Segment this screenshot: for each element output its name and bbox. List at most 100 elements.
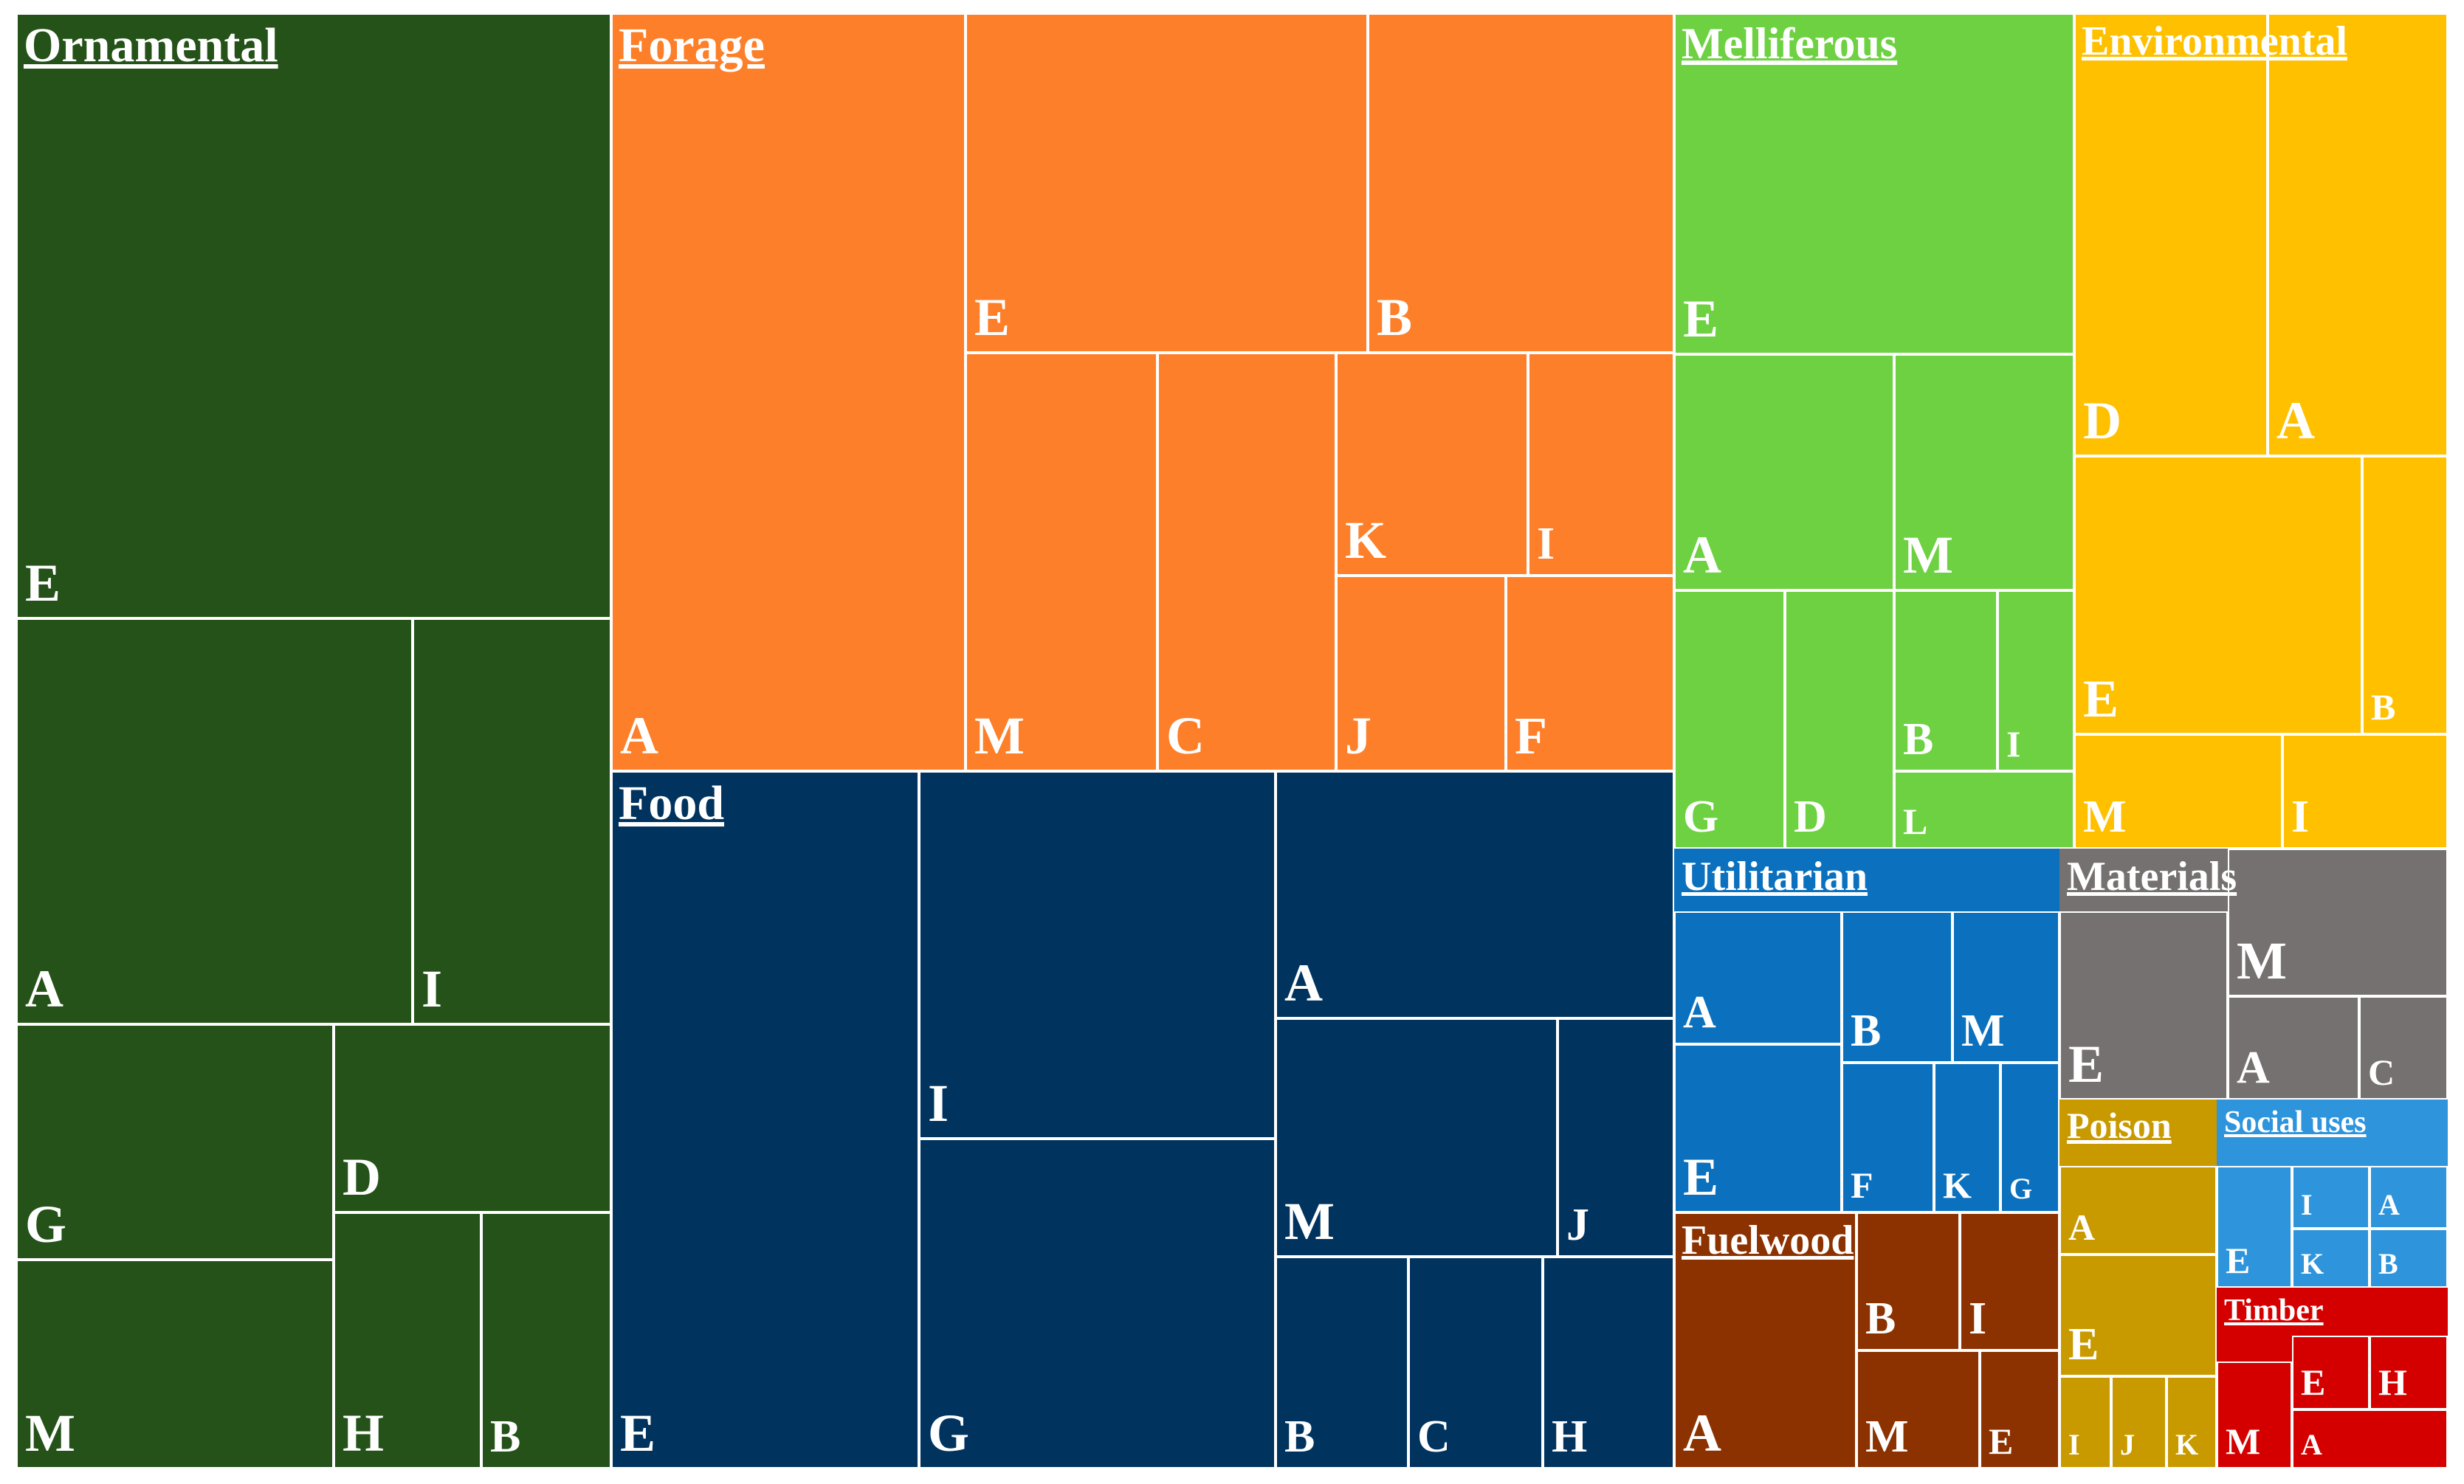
cell-materials-a: A xyxy=(2228,996,2359,1100)
cell-label: M xyxy=(1903,525,1953,584)
cell-fuelwood-a: A xyxy=(1674,1212,1856,1469)
cell-label: E xyxy=(620,1404,656,1463)
cell-melliferous-b: B xyxy=(1894,590,1997,771)
cell-label: M xyxy=(2237,931,2287,990)
cell-forage-e: E xyxy=(966,13,1368,353)
cell-food-h: H xyxy=(1543,1257,1674,1469)
cell-label: E xyxy=(2301,1362,2326,1403)
cell-label: E xyxy=(2083,669,2119,728)
cell-food-g: G xyxy=(919,1139,1276,1469)
cell-label: E xyxy=(1683,289,1719,348)
group-title-environmental: Environmental xyxy=(2082,18,2347,64)
group-forage: A E B M C K I J F Forage xyxy=(611,13,1674,771)
cell-label: E xyxy=(2068,1319,2099,1370)
group-food: E I G A M J B C H Food xyxy=(611,771,1674,1469)
cell-forage-m: M xyxy=(966,353,1157,771)
cell-label: J xyxy=(1345,706,1372,765)
cell-ornamental-m: M xyxy=(16,1260,334,1469)
cell-label: D xyxy=(343,1147,381,1207)
group-title-forage: Forage xyxy=(619,18,765,72)
cell-label: A xyxy=(620,706,658,765)
group-utilitarian: A E B M F K G Utilitarian xyxy=(1674,849,2059,1212)
cell-label: H xyxy=(343,1404,385,1463)
group-title-materials: Materials xyxy=(2067,854,2237,900)
cell-melliferous-a: A xyxy=(1674,354,1894,590)
cell-utilitarian-k: K xyxy=(1934,1063,2000,1212)
cell-label: K xyxy=(1943,1164,1972,1206)
cell-food-e: E xyxy=(611,771,919,1469)
cell-forage-c: C xyxy=(1157,353,1336,771)
cell-label: C xyxy=(2368,1052,2395,1093)
cell-food-b: B xyxy=(1276,1257,1408,1469)
cell-label: I xyxy=(2006,723,2021,765)
cell-food-m: M xyxy=(1276,1018,1558,1257)
cell-label: B xyxy=(2378,1247,2398,1280)
cell-timber-e: E xyxy=(2292,1336,2370,1409)
cell-food-c: C xyxy=(1408,1257,1543,1469)
cell-label: K xyxy=(2301,1247,2324,1280)
cell-label: J xyxy=(1566,1200,1589,1250)
cell-timber-h: H xyxy=(2370,1336,2448,1409)
cell-social-uses-b: B xyxy=(2370,1229,2448,1288)
group-timber: M E H A Timber xyxy=(2217,1288,2448,1469)
cell-label: K xyxy=(2175,1428,2199,1461)
cell-social-uses-k: K xyxy=(2292,1229,2370,1288)
cell-label: I xyxy=(928,1074,949,1133)
cell-label: D xyxy=(1794,792,1827,842)
cell-forage-i: I xyxy=(1528,353,1674,576)
cell-label: M xyxy=(2226,1421,2261,1462)
group-title-melliferous: Melliferous xyxy=(1682,19,1898,68)
cell-label: M xyxy=(1284,1192,1335,1251)
cell-melliferous-l: L xyxy=(1894,771,2074,849)
cell-label: J xyxy=(2120,1428,2135,1461)
cell-label: A xyxy=(1683,1404,1721,1463)
cell-label: A xyxy=(25,959,63,1018)
cell-label: A xyxy=(2301,1428,2322,1461)
cell-label: M xyxy=(1865,1412,1909,1462)
cell-label: D xyxy=(2083,391,2121,450)
cell-utilitarian-e: E xyxy=(1674,1044,1842,1212)
cell-label: E xyxy=(2068,1035,2105,1094)
cell-utilitarian-m: M xyxy=(1952,911,2059,1063)
cell-utilitarian-a: A xyxy=(1674,911,1842,1044)
group-melliferous: E A M G D B I L Melliferous xyxy=(1674,13,2074,849)
group-title-food: Food xyxy=(619,776,725,830)
cell-label: C xyxy=(1166,706,1205,765)
cell-melliferous-e: E xyxy=(1674,13,2074,354)
group-environmental: D A E B M I Environmental xyxy=(2074,13,2448,849)
cell-melliferous-g: G xyxy=(1674,590,1785,849)
cell-food-i: I xyxy=(919,771,1276,1139)
cell-environmental-d: D xyxy=(2074,13,2268,456)
group-title-social-uses: Social uses xyxy=(2224,1105,2367,1139)
cell-environmental-e: E xyxy=(2074,456,2362,734)
cell-social-uses-a: A xyxy=(2370,1166,2448,1229)
cell-label: B xyxy=(1865,1294,1896,1344)
cell-materials-c: C xyxy=(2359,996,2448,1100)
group-ornamental: E A I G M D H B Ornamental xyxy=(16,13,611,1469)
cell-label: B xyxy=(1851,1006,1882,1056)
cell-poison-a: A xyxy=(2059,1166,2217,1255)
cell-melliferous-d: D xyxy=(1785,590,1894,849)
cell-forage-j: J xyxy=(1336,576,1506,771)
cell-label: E xyxy=(25,553,61,612)
group-social-uses: E I A K B Social uses xyxy=(2217,1100,2448,1288)
cell-utilitarian-f: F xyxy=(1842,1063,1934,1212)
cell-label: M xyxy=(25,1404,75,1463)
cell-label: B xyxy=(1284,1412,1315,1462)
cell-ornamental-i: I xyxy=(413,618,611,1024)
group-fuelwood: A B I M E Fuelwood xyxy=(1674,1212,2059,1469)
cell-forage-a: A xyxy=(611,13,966,771)
cell-label: I xyxy=(421,959,443,1018)
cell-label: E xyxy=(2226,1240,2251,1281)
cell-label: L xyxy=(1903,801,1928,842)
cell-ornamental-g: G xyxy=(16,1024,334,1260)
cell-label: B xyxy=(1377,288,1413,347)
cell-social-uses-e: E xyxy=(2217,1166,2292,1288)
cell-label: E xyxy=(1683,1147,1719,1207)
cell-ornamental-b: B xyxy=(481,1212,611,1469)
cell-label: A xyxy=(1683,525,1721,584)
group-title-timber: Timber xyxy=(2224,1294,2324,1328)
cell-food-j: J xyxy=(1558,1018,1674,1257)
cell-materials-m: M xyxy=(2228,849,2448,996)
cell-utilitarian-g: G xyxy=(2000,1063,2059,1212)
